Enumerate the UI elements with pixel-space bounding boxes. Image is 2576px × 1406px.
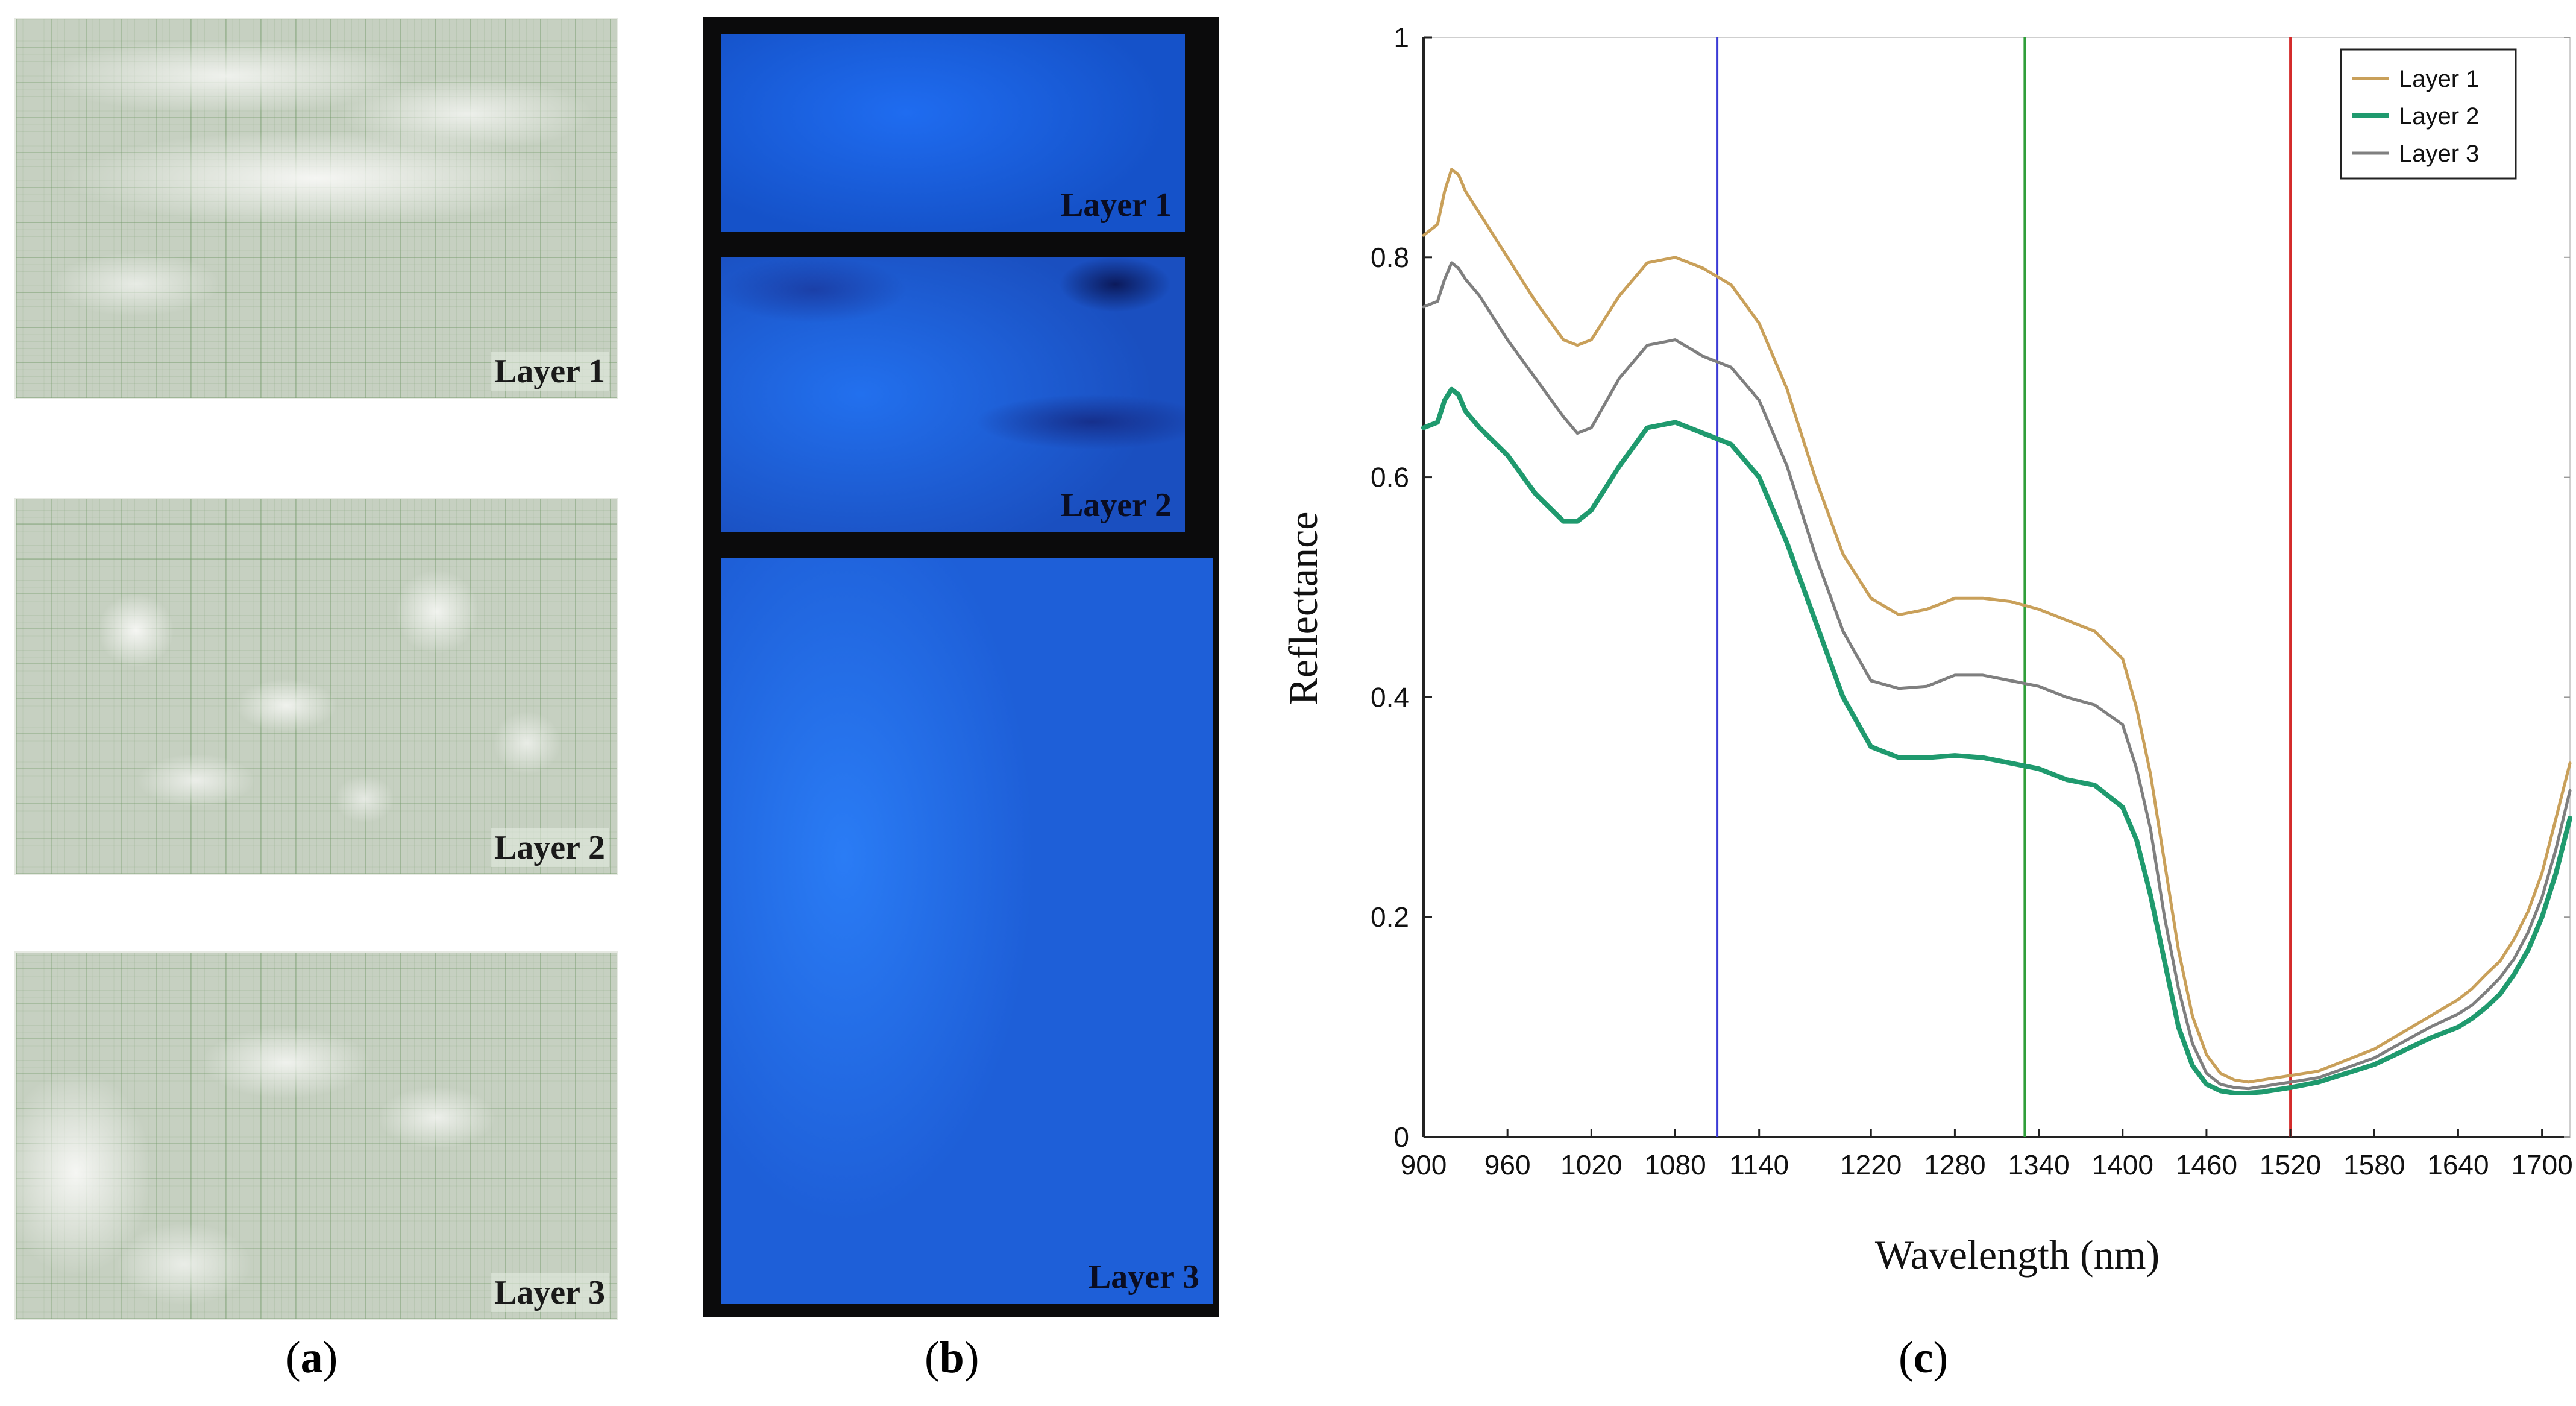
series-line-layer-3	[1422, 261, 2572, 1091]
x-tick-label: 1340	[2008, 1149, 2069, 1181]
hyperspectral-layer1: Layer 1	[721, 34, 1185, 232]
caption-a: (a)	[286, 1333, 338, 1382]
plot-area-border	[1423, 37, 2571, 1138]
layer2-photo: Layer 2	[14, 498, 618, 875]
layer1-photo: Layer 1	[14, 18, 618, 399]
x-tick-label: 1640	[2427, 1149, 2489, 1181]
x-tick-label: 1400	[2092, 1149, 2153, 1181]
y-tick-label: 0.6	[1371, 462, 1409, 493]
y-axis-title: Reflectance	[1280, 512, 1326, 705]
x-tick-label: 1140	[1729, 1149, 1789, 1181]
series-line-layer-1	[1422, 168, 2572, 1084]
hsi-label-layer1: Layer 1	[1060, 186, 1172, 224]
legend-label-layer-3: Layer 3	[2399, 140, 2479, 167]
x-tick-label: 900	[1401, 1149, 1447, 1181]
hsi-label-layer3: Layer 3	[1088, 1258, 1199, 1296]
y-tick-label: 0.2	[1371, 901, 1409, 933]
photo-label-layer3: Layer 3	[490, 1273, 609, 1312]
legend-label-layer-2: Layer 2	[2399, 103, 2479, 130]
caption-c: (c)	[1899, 1333, 1949, 1382]
x-tick-label: 1520	[2260, 1149, 2321, 1181]
x-tick-label: 1220	[1840, 1149, 1902, 1181]
photo-label-layer1: Layer 1	[490, 352, 609, 391]
x-tick-label: 1580	[2343, 1149, 2405, 1181]
layer3-photo: Layer 3	[14, 951, 618, 1320]
hyperspectral-layer2: Layer 2	[721, 257, 1185, 532]
series-line-layer-2	[1421, 386, 2572, 1095]
y-tick-label: 0	[1393, 1121, 1409, 1153]
caption-b-letter: b	[939, 1333, 964, 1382]
x-axis-title: Wavelength (nm)	[1875, 1232, 2160, 1278]
y-tick-label: 0.4	[1371, 681, 1409, 713]
x-tick-label: 1460	[2176, 1149, 2237, 1181]
hsi-label-layer2: Layer 2	[1060, 487, 1172, 524]
x-tick-label: 1700	[2511, 1149, 2572, 1181]
x-tick-label: 1280	[1924, 1149, 1985, 1181]
caption-a-letter: a	[300, 1333, 323, 1382]
y-tick-label: 1	[1393, 22, 1409, 53]
y-tick-label: 0.8	[1371, 242, 1409, 273]
photo-label-layer2: Layer 2	[490, 828, 609, 867]
x-tick-label: 960	[1484, 1149, 1531, 1181]
caption-c-letter: c	[1913, 1333, 1934, 1382]
legend-label-layer-1: Layer 1	[2399, 66, 2479, 92]
x-tick-label: 1020	[1560, 1149, 1622, 1181]
caption-b: (b)	[925, 1333, 979, 1382]
x-tick-label: 1080	[1644, 1149, 1706, 1181]
hyperspectral-layer3: Layer 3	[721, 558, 1213, 1304]
